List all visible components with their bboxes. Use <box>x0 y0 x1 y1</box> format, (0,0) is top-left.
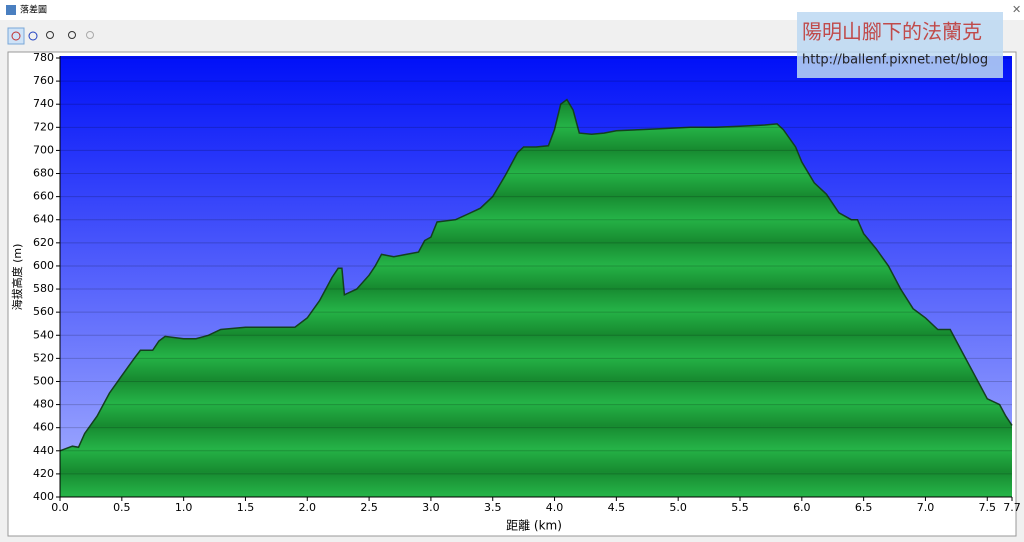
tool-move[interactable] <box>28 31 38 41</box>
x-tick-label: 6.0 <box>793 501 811 514</box>
x-tick-label: 5.5 <box>731 501 749 514</box>
x-tick-label: 7.5 <box>979 501 997 514</box>
y-tick-label: 600 <box>33 259 54 272</box>
toolbar <box>7 27 94 45</box>
y-tick-label: 420 <box>33 467 54 480</box>
y-tick-label: 560 <box>33 305 54 318</box>
tool-zoom-box[interactable] <box>46 31 54 39</box>
y-tick-label: 620 <box>33 236 54 249</box>
y-tick-label: 720 <box>33 120 54 133</box>
tool-zoom-out[interactable] <box>86 31 94 39</box>
elevation-line <box>59 98 1013 452</box>
y-axis-label: 海拔高度 (m) <box>10 244 24 311</box>
tool-icon <box>11 31 21 41</box>
x-axis-label: 距離 (km) <box>506 519 562 533</box>
x-tick-label: 0.5 <box>113 501 131 514</box>
app-icon <box>6 5 16 15</box>
y-tick-label: 480 <box>33 398 54 411</box>
x-tick-label: 6.5 <box>855 501 873 514</box>
x-tick-label: 4.5 <box>608 501 626 514</box>
x-tick-label: 3.0 <box>422 501 440 514</box>
title-bar <box>0 0 1024 20</box>
y-tick-label: 680 <box>33 167 54 180</box>
y-tick-label: 740 <box>33 97 54 110</box>
close-button[interactable]: ✕ <box>1012 3 1021 16</box>
x-tick-label: 7.0 <box>917 501 935 514</box>
x-tick-label: 3.5 <box>484 501 502 514</box>
x-tick-label: 2.5 <box>360 501 378 514</box>
x-tick-label: 2.0 <box>299 501 317 514</box>
elevation-area <box>60 99 1012 497</box>
y-tick-label: 780 <box>33 51 54 64</box>
y-tick-label: 700 <box>33 143 54 156</box>
x-tick-label: 1.5 <box>237 501 255 514</box>
y-tick-label: 660 <box>33 190 54 203</box>
watermark-title: 陽明山腳下的法蘭克 <box>802 20 982 44</box>
x-tick-label: 4.0 <box>546 501 564 514</box>
y-tick-label: 440 <box>33 444 54 457</box>
y-tick-label: 540 <box>33 328 54 341</box>
y-tick-label: 500 <box>33 374 54 387</box>
y-tick-label: 760 <box>33 74 54 87</box>
y-tick-label: 640 <box>33 213 54 226</box>
y-tick-label: 580 <box>33 282 54 295</box>
x-tick-label: 7.7 <box>1003 501 1021 514</box>
y-tick-label: 460 <box>33 421 54 434</box>
x-tick-label: 0.0 <box>51 501 69 514</box>
x-tick-label: 5.0 <box>669 501 687 514</box>
watermark-box <box>797 12 1003 78</box>
tool-zoom-in[interactable] <box>68 31 76 39</box>
window-title: 落差圖 <box>20 4 47 16</box>
y-tick-label: 520 <box>33 351 54 364</box>
y-tick-label: 400 <box>33 490 54 503</box>
tool-crosshair[interactable] <box>7 27 25 45</box>
x-tick-label: 1.0 <box>175 501 193 514</box>
watermark-url: http://ballenf.pixnet.net/blog <box>802 53 988 68</box>
